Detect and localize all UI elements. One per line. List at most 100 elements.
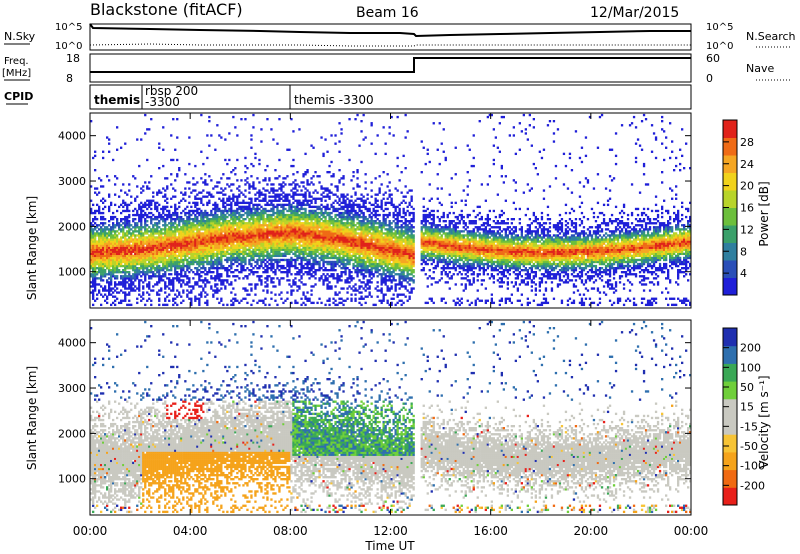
power-cell: [284, 183, 287, 186]
power-cell: [316, 175, 319, 178]
power-cell: [306, 203, 309, 207]
power-cell: [180, 275, 183, 278]
power-cell: [240, 267, 243, 270]
power-cell: [222, 211, 225, 215]
power-cell: [130, 224, 133, 227]
power-cell: [100, 260, 103, 264]
power-cell: [202, 211, 205, 215]
power-cell: [300, 277, 303, 280]
power-cell: [338, 234, 341, 237]
power-cell: [150, 254, 153, 258]
power-cell: [100, 218, 103, 221]
power-cell: [110, 258, 113, 262]
power-cell: [148, 269, 151, 272]
power-cell: [290, 240, 293, 243]
power-cell: [318, 220, 321, 223]
power-cell: [178, 291, 181, 294]
power-cell: [120, 246, 123, 249]
power-cell: [120, 218, 123, 221]
power-cell: [190, 232, 193, 235]
power-cell: [134, 218, 137, 221]
power-cell: [128, 271, 131, 274]
power-cell: [334, 234, 337, 237]
power-cell: [112, 269, 115, 272]
power-cell: [292, 218, 295, 221]
power-cell: [298, 207, 301, 211]
power-cell: [318, 224, 321, 227]
power-cell: [98, 234, 101, 237]
power-cell: [300, 205, 303, 209]
power-cell: [326, 187, 329, 190]
power-cell: [108, 193, 111, 196]
power-cell: [108, 150, 111, 153]
power-cell: [202, 242, 205, 245]
power-cell: [306, 189, 309, 192]
power-cell: [270, 267, 273, 270]
power-cell: [280, 291, 283, 294]
power-cell: [144, 238, 147, 241]
power-cell: [196, 224, 199, 227]
power-cell: [200, 222, 203, 225]
power-cell: [346, 213, 349, 217]
power-cell: [268, 232, 271, 235]
power-cell: [282, 218, 285, 221]
power-cell: [122, 269, 125, 272]
power-cell: [216, 297, 219, 300]
power-cell: [170, 262, 173, 266]
power-cell: [264, 264, 267, 268]
power-cell: [246, 207, 249, 211]
power-cell: [122, 244, 125, 247]
power-cell: [300, 303, 303, 307]
power-cell: [90, 252, 93, 256]
power-cell: [232, 228, 235, 231]
power-cell: [242, 267, 245, 270]
power-cell: [102, 211, 105, 215]
power-cell: [222, 222, 225, 225]
power-cell: [334, 222, 337, 225]
power-cell: [238, 193, 241, 196]
power-cell: [140, 211, 143, 215]
power-cell: [264, 199, 267, 202]
power-cell: [344, 258, 347, 262]
power-cell: [314, 236, 317, 239]
power-cell: [334, 299, 337, 302]
power-cell: [304, 187, 307, 190]
power-cell: [128, 252, 131, 256]
power-cell: [250, 234, 253, 237]
power-cell: [236, 224, 239, 227]
power-cell: [346, 232, 349, 235]
power-cell: [228, 132, 231, 135]
power-cell: [276, 262, 279, 266]
power-cell: [126, 277, 129, 280]
power-cell: [136, 195, 139, 198]
power-cell: [170, 283, 173, 286]
power-cell: [214, 291, 217, 294]
power-cell: [284, 299, 287, 302]
power-cell: [98, 289, 101, 292]
power-cell: [294, 252, 297, 256]
power-cell: [178, 201, 181, 205]
power-cell: [290, 260, 293, 264]
power-cell: [190, 254, 193, 258]
power-cell: [338, 222, 341, 225]
power-cell: [258, 252, 261, 256]
power-cell: [324, 246, 327, 249]
power-cell: [250, 211, 253, 215]
power-cell: [174, 232, 177, 235]
power-cell: [146, 185, 149, 188]
power-cell: [192, 228, 195, 231]
power-cell: [266, 260, 269, 264]
power-cell: [258, 242, 261, 245]
power-cell: [266, 238, 269, 241]
power-cell: [286, 226, 289, 229]
power-cell: [346, 258, 349, 262]
power-cell: [318, 277, 321, 280]
power-cell: [248, 234, 251, 237]
power-cell: [170, 256, 173, 260]
power-cell: [204, 250, 207, 253]
power-cell: [346, 234, 349, 237]
cpid-entry-3: -3300: [145, 95, 180, 109]
power-cell: [292, 201, 295, 205]
power-cell: [266, 224, 269, 227]
power-cell: [284, 234, 287, 237]
